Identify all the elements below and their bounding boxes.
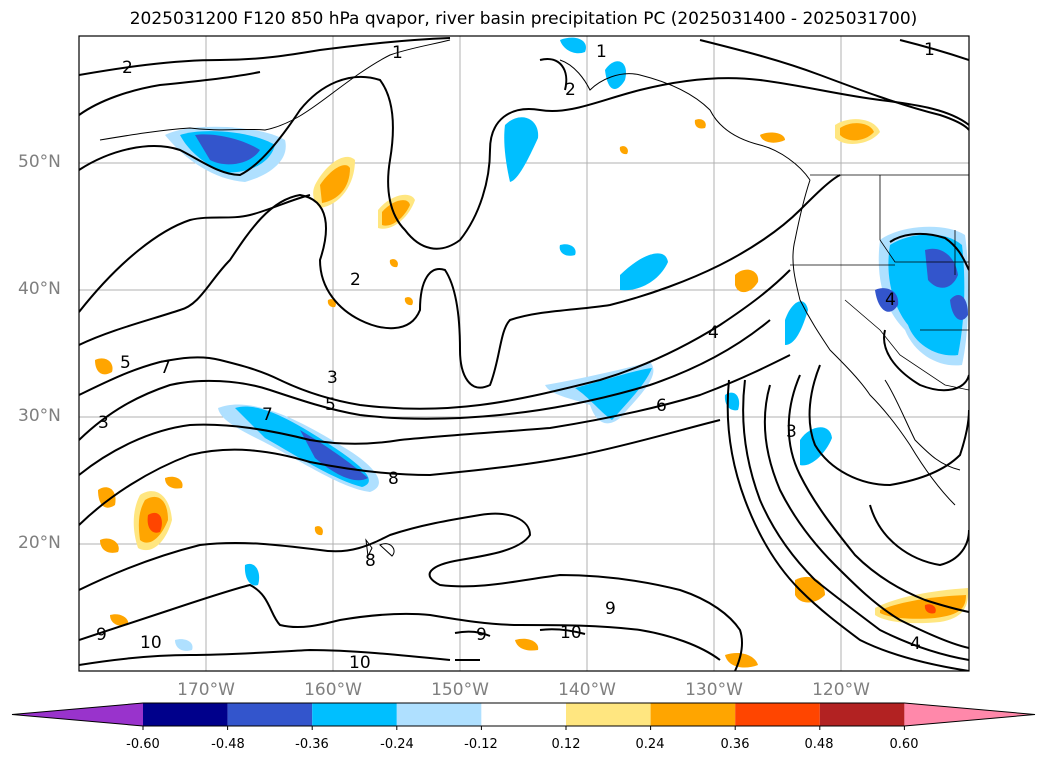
contour-label: 4: [708, 323, 719, 343]
contour-label: 1: [596, 42, 607, 62]
lat-label-40n: 40°N: [18, 279, 61, 299]
contour-label: 3: [327, 368, 338, 388]
contour-label: 7: [160, 358, 171, 378]
lon-label-140w: 140°W: [558, 680, 616, 700]
lat-label-50n: 50°N: [18, 152, 61, 172]
colorbar-tick-label: 0.60: [889, 737, 919, 752]
contour-label: 6: [656, 396, 667, 416]
colorbar-segment: [312, 703, 397, 726]
contour-label: 8: [365, 551, 376, 571]
contour-label: 4: [885, 290, 896, 310]
colorbar-segment: [227, 703, 313, 726]
contour-label: 5: [120, 353, 131, 373]
colorbar-tick-label: 0.24: [635, 737, 665, 752]
colorbar-tick-label: 0.12: [551, 737, 581, 752]
contour-label: 8: [388, 469, 399, 489]
contour-label: 9: [605, 599, 616, 619]
contour-label: 5: [325, 395, 336, 415]
lat-label-30n: 30°N: [18, 406, 61, 426]
lon-label-160w: 160°W: [304, 680, 362, 700]
colorbar-tick-label: -0.60: [126, 737, 160, 752]
lon-label-130w: 130°W: [685, 680, 743, 700]
contour-label: 9: [96, 625, 107, 645]
contour-label: 7: [262, 405, 273, 425]
colorbar-segment: [396, 703, 482, 726]
coastlines: [99, 39, 961, 558]
colorbar-segment: [650, 703, 736, 726]
colorbar-segment: [143, 703, 228, 726]
contour-label: 10: [140, 633, 162, 653]
contour-label: 9: [476, 625, 487, 645]
colorbar-extend-high: [904, 703, 1035, 726]
map-title: 2025031200 F120 850 hPa qvapor, river ba…: [129, 9, 918, 29]
colorbar-tick-label: -0.48: [211, 737, 245, 752]
borders: [790, 174, 969, 391]
contour-labels: 1 1 1 2 2 2 3 3 3 4 4 4 5 5 6 7 7 8 8 9 …: [96, 40, 935, 673]
contour-label: 4: [910, 634, 921, 654]
colorbar: [11, 702, 1036, 730]
colorbar-segment: [566, 703, 651, 726]
colorbar-extend-low: [12, 703, 143, 726]
colorbar-tick-label: 0.36: [720, 737, 750, 752]
lon-label-150w: 150°W: [431, 680, 489, 700]
contour-label: 1: [392, 43, 403, 63]
lat-label-20n: 20°N: [18, 533, 61, 553]
map-frame: [78, 35, 970, 672]
contour-label: 3: [98, 413, 109, 433]
contour-label: 1: [924, 40, 935, 60]
lon-label-170w: 170°W: [177, 680, 235, 700]
contour-label: 10: [349, 653, 371, 673]
colorbar-tick-label: 0.48: [804, 737, 834, 752]
lon-label-120w: 120°W: [812, 680, 870, 700]
contour-label: 10: [560, 623, 582, 643]
colorbar-segment: [735, 703, 820, 726]
precip-positive-areas: [95, 119, 969, 668]
contour-label: 3: [786, 422, 797, 442]
contour-label: 2: [122, 58, 133, 78]
contour-label: 2: [565, 80, 576, 100]
colorbar-segment: [481, 703, 566, 726]
contour-label: 2: [350, 270, 361, 290]
colorbar-tick-label: -0.12: [464, 737, 498, 752]
colorbar-tick-label: -0.24: [380, 737, 414, 752]
qvapor-contours: [79, 37, 969, 671]
colorbar-segment: [819, 703, 905, 726]
colorbar-tick-label: -0.36: [295, 737, 329, 752]
